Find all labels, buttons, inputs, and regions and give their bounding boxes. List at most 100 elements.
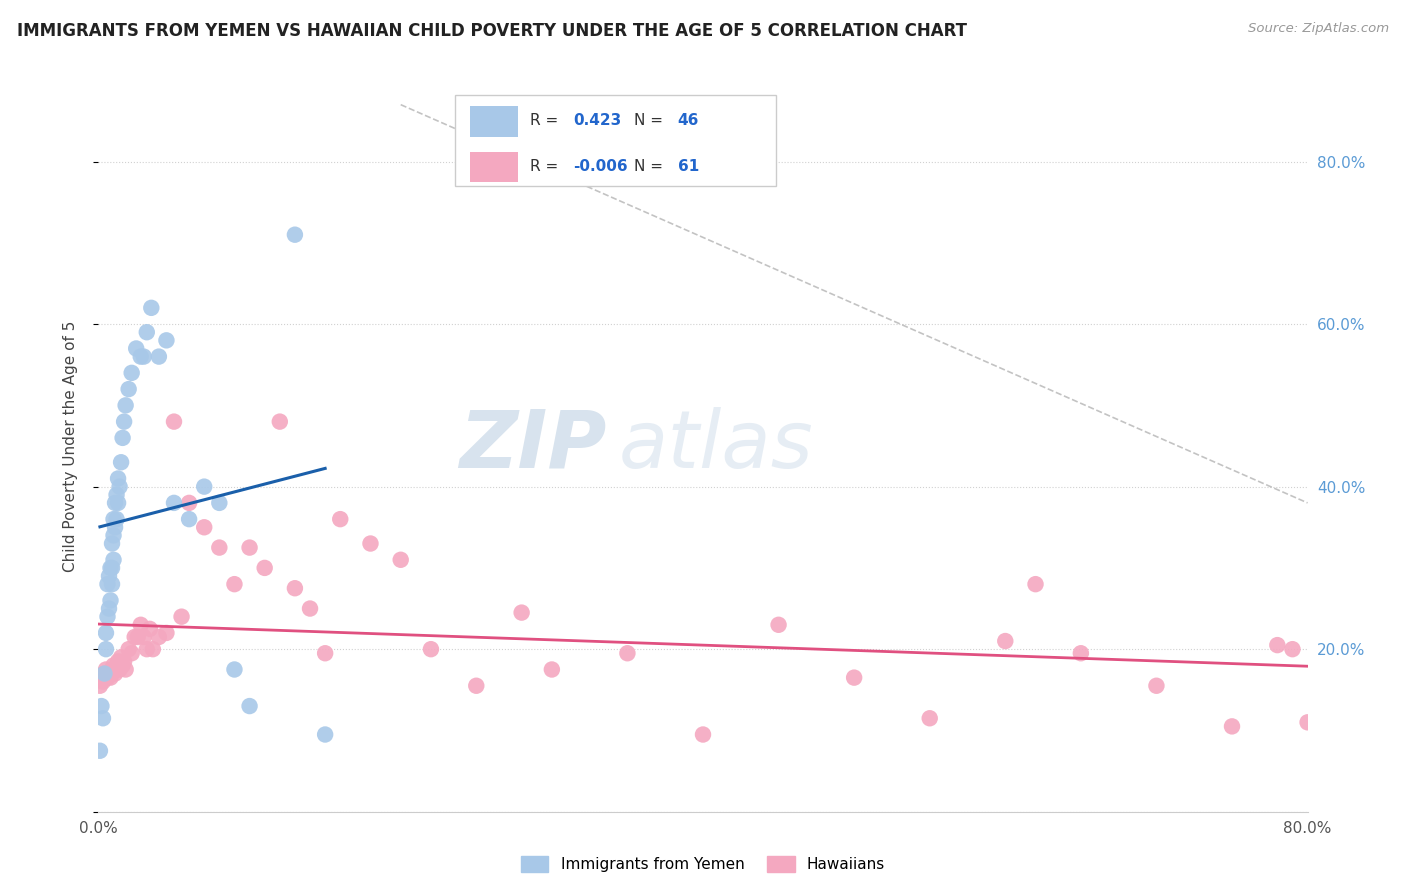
Text: N =: N = [634,113,668,128]
Point [420,642,443,657]
Point [314,727,336,741]
Point [129,350,152,364]
Point [510,606,533,620]
FancyBboxPatch shape [470,152,517,182]
Point [121,366,143,380]
Point [96,671,118,685]
Point [98,666,121,681]
Point [314,646,336,660]
Point [98,601,121,615]
Point [110,455,132,469]
Point [163,415,186,429]
Point [132,630,155,644]
Point [103,553,125,567]
Point [107,496,129,510]
Point [125,342,148,356]
Legend: Immigrants from Yemen, Hawaiians: Immigrants from Yemen, Hawaiians [513,848,893,880]
Point [155,334,177,348]
Point [103,658,125,673]
Point [148,350,170,364]
Point [110,650,132,665]
Point [1024,577,1046,591]
Point [170,609,193,624]
Point [148,630,170,644]
Point [135,642,157,657]
Point [107,654,129,668]
Point [132,350,155,364]
Point [112,654,135,668]
Point [104,496,127,510]
Point [284,227,307,242]
Point [91,674,114,689]
Point [93,666,115,681]
Point [1144,679,1167,693]
Point [114,663,136,677]
Point [540,663,562,677]
Point [253,561,276,575]
Point [124,630,146,644]
Point [844,671,866,685]
Point [105,663,128,677]
Point [103,512,125,526]
Point [269,415,291,429]
FancyBboxPatch shape [456,95,776,186]
Point [127,630,149,644]
Point [94,626,117,640]
Point [129,617,152,632]
Point [114,398,136,412]
Point [179,512,201,526]
Point [1281,642,1303,657]
Point [90,699,112,714]
Point [329,512,352,526]
Point [179,496,201,510]
Point [98,569,121,583]
Point [994,634,1017,648]
Text: N =: N = [634,159,668,174]
Point [107,471,129,485]
Point [104,666,127,681]
FancyBboxPatch shape [470,106,517,136]
Point [111,658,134,673]
Point [93,666,115,681]
Point [193,520,215,534]
Text: IMMIGRANTS FROM YEMEN VS HAWAIIAN CHILD POVERTY UNDER THE AGE OF 5 CORRELATION C: IMMIGRANTS FROM YEMEN VS HAWAIIAN CHILD … [17,22,967,40]
Point [91,711,114,725]
Point [768,617,790,632]
Point [141,301,163,315]
Point [208,541,231,555]
Text: R =: R = [530,159,564,174]
Point [155,626,177,640]
Point [89,744,111,758]
Point [299,601,322,615]
Point [100,561,122,575]
Point [112,415,135,429]
Text: ZIP: ZIP [458,407,606,485]
Point [100,671,122,685]
Point [118,642,141,657]
Point [103,528,125,542]
Point [101,663,124,677]
Point [105,488,128,502]
Point [108,663,131,677]
Point [105,512,128,526]
Point [121,646,143,660]
Point [692,727,714,741]
Text: Source: ZipAtlas.com: Source: ZipAtlas.com [1249,22,1389,36]
Point [101,561,124,575]
Point [239,699,262,714]
Point [1220,719,1243,733]
Point [104,520,127,534]
Point [108,480,131,494]
Point [101,577,124,591]
Point [139,622,162,636]
Point [1070,646,1092,660]
Point [193,480,215,494]
Point [918,711,941,725]
Point [94,663,117,677]
Point [118,382,141,396]
Point [360,536,382,550]
Point [389,553,412,567]
Text: R =: R = [530,113,564,128]
Text: 61: 61 [678,159,699,174]
Point [465,679,488,693]
